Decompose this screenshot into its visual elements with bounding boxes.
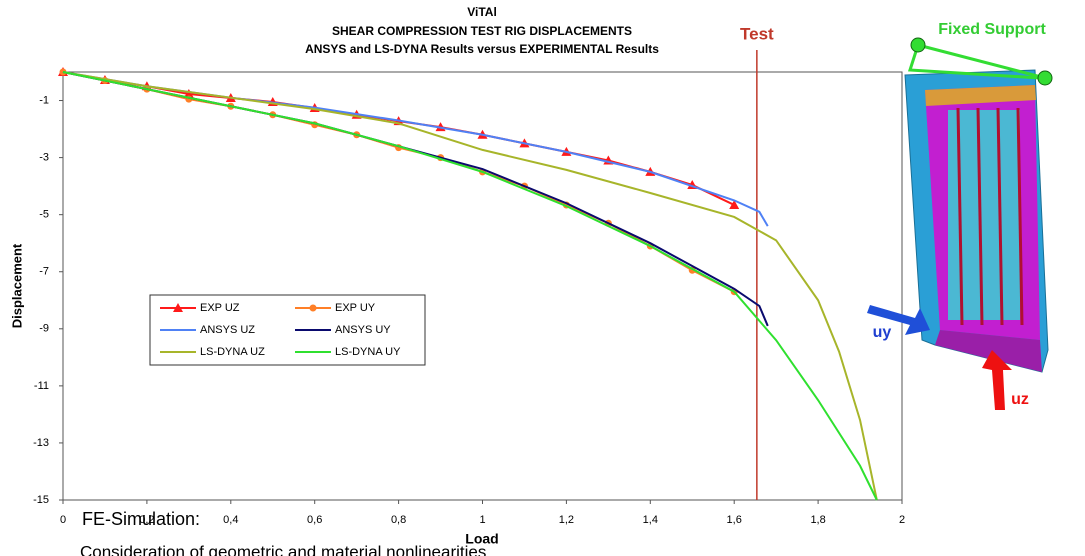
legend-label: ANSYS UY (335, 324, 391, 336)
legend-label: EXP UY (335, 302, 376, 314)
x-tick-label: 1,6 (727, 514, 742, 526)
data-point (183, 88, 194, 98)
y-tick-label: -5 (39, 209, 49, 221)
chart-subtitle: SHEAR COMPRESSION TEST RIG DISPLACEMENTS (332, 24, 632, 38)
y-axis-label: Displacement (9, 243, 24, 328)
x-tick-label: 0,8 (391, 514, 406, 526)
bullet-subtext: Consideration of geometric and material … (80, 542, 486, 556)
chart-subtitle: ANSYS and LS-DYNA Results versus EXPERIM… (305, 42, 659, 56)
figure-label: uy (873, 324, 892, 341)
y-tick-label: -9 (39, 323, 49, 335)
x-tick-label: 0,6 (307, 514, 322, 526)
series-line (62, 71, 878, 501)
chart-title: ViTAl (467, 5, 497, 19)
figure-label: uz (1011, 391, 1029, 408)
rig-figure (867, 37, 1053, 410)
bullet: FE-Simulation: (82, 509, 200, 529)
y-tick-label: -13 (33, 437, 49, 449)
y-tick-label: -11 (34, 380, 49, 392)
x-tick-label: 2 (899, 514, 905, 526)
legend-label: LS-DYNA UZ (200, 346, 265, 358)
x-tick-label: 1,2 (559, 514, 574, 526)
x-tick-label: 1,4 (643, 514, 658, 526)
plot-frame (62, 71, 903, 501)
y-tick-label: -7 (39, 266, 49, 278)
legend-label: EXP UZ (200, 302, 240, 314)
x-axis-label: Load (465, 531, 498, 547)
y-tick-label: -1 (39, 94, 49, 106)
legend-label: LS-DYNA UY (335, 346, 401, 358)
test-label: Test (740, 24, 774, 43)
x-tick-label: 0,2 (139, 514, 154, 526)
y-tick-label: -3 (39, 152, 49, 164)
x-tick-label: 1 (479, 514, 485, 526)
data-point (729, 199, 740, 209)
legend-marker (309, 304, 317, 312)
legend-marker (173, 303, 183, 312)
y-tick-label: -15 (33, 494, 49, 506)
x-tick-label: 0 (60, 514, 66, 526)
figure-label: Fixed Support (938, 21, 1046, 38)
x-tick-label: 0,4 (223, 514, 238, 526)
legend-label: ANSYS UZ (200, 324, 255, 336)
legend: EXP UZ EXP UY ANSYS UZ ANSYS UY LS-DYNA UZ LS… (149, 294, 426, 366)
series-line (62, 71, 878, 501)
x-tick-label: 1,8 (810, 514, 825, 526)
